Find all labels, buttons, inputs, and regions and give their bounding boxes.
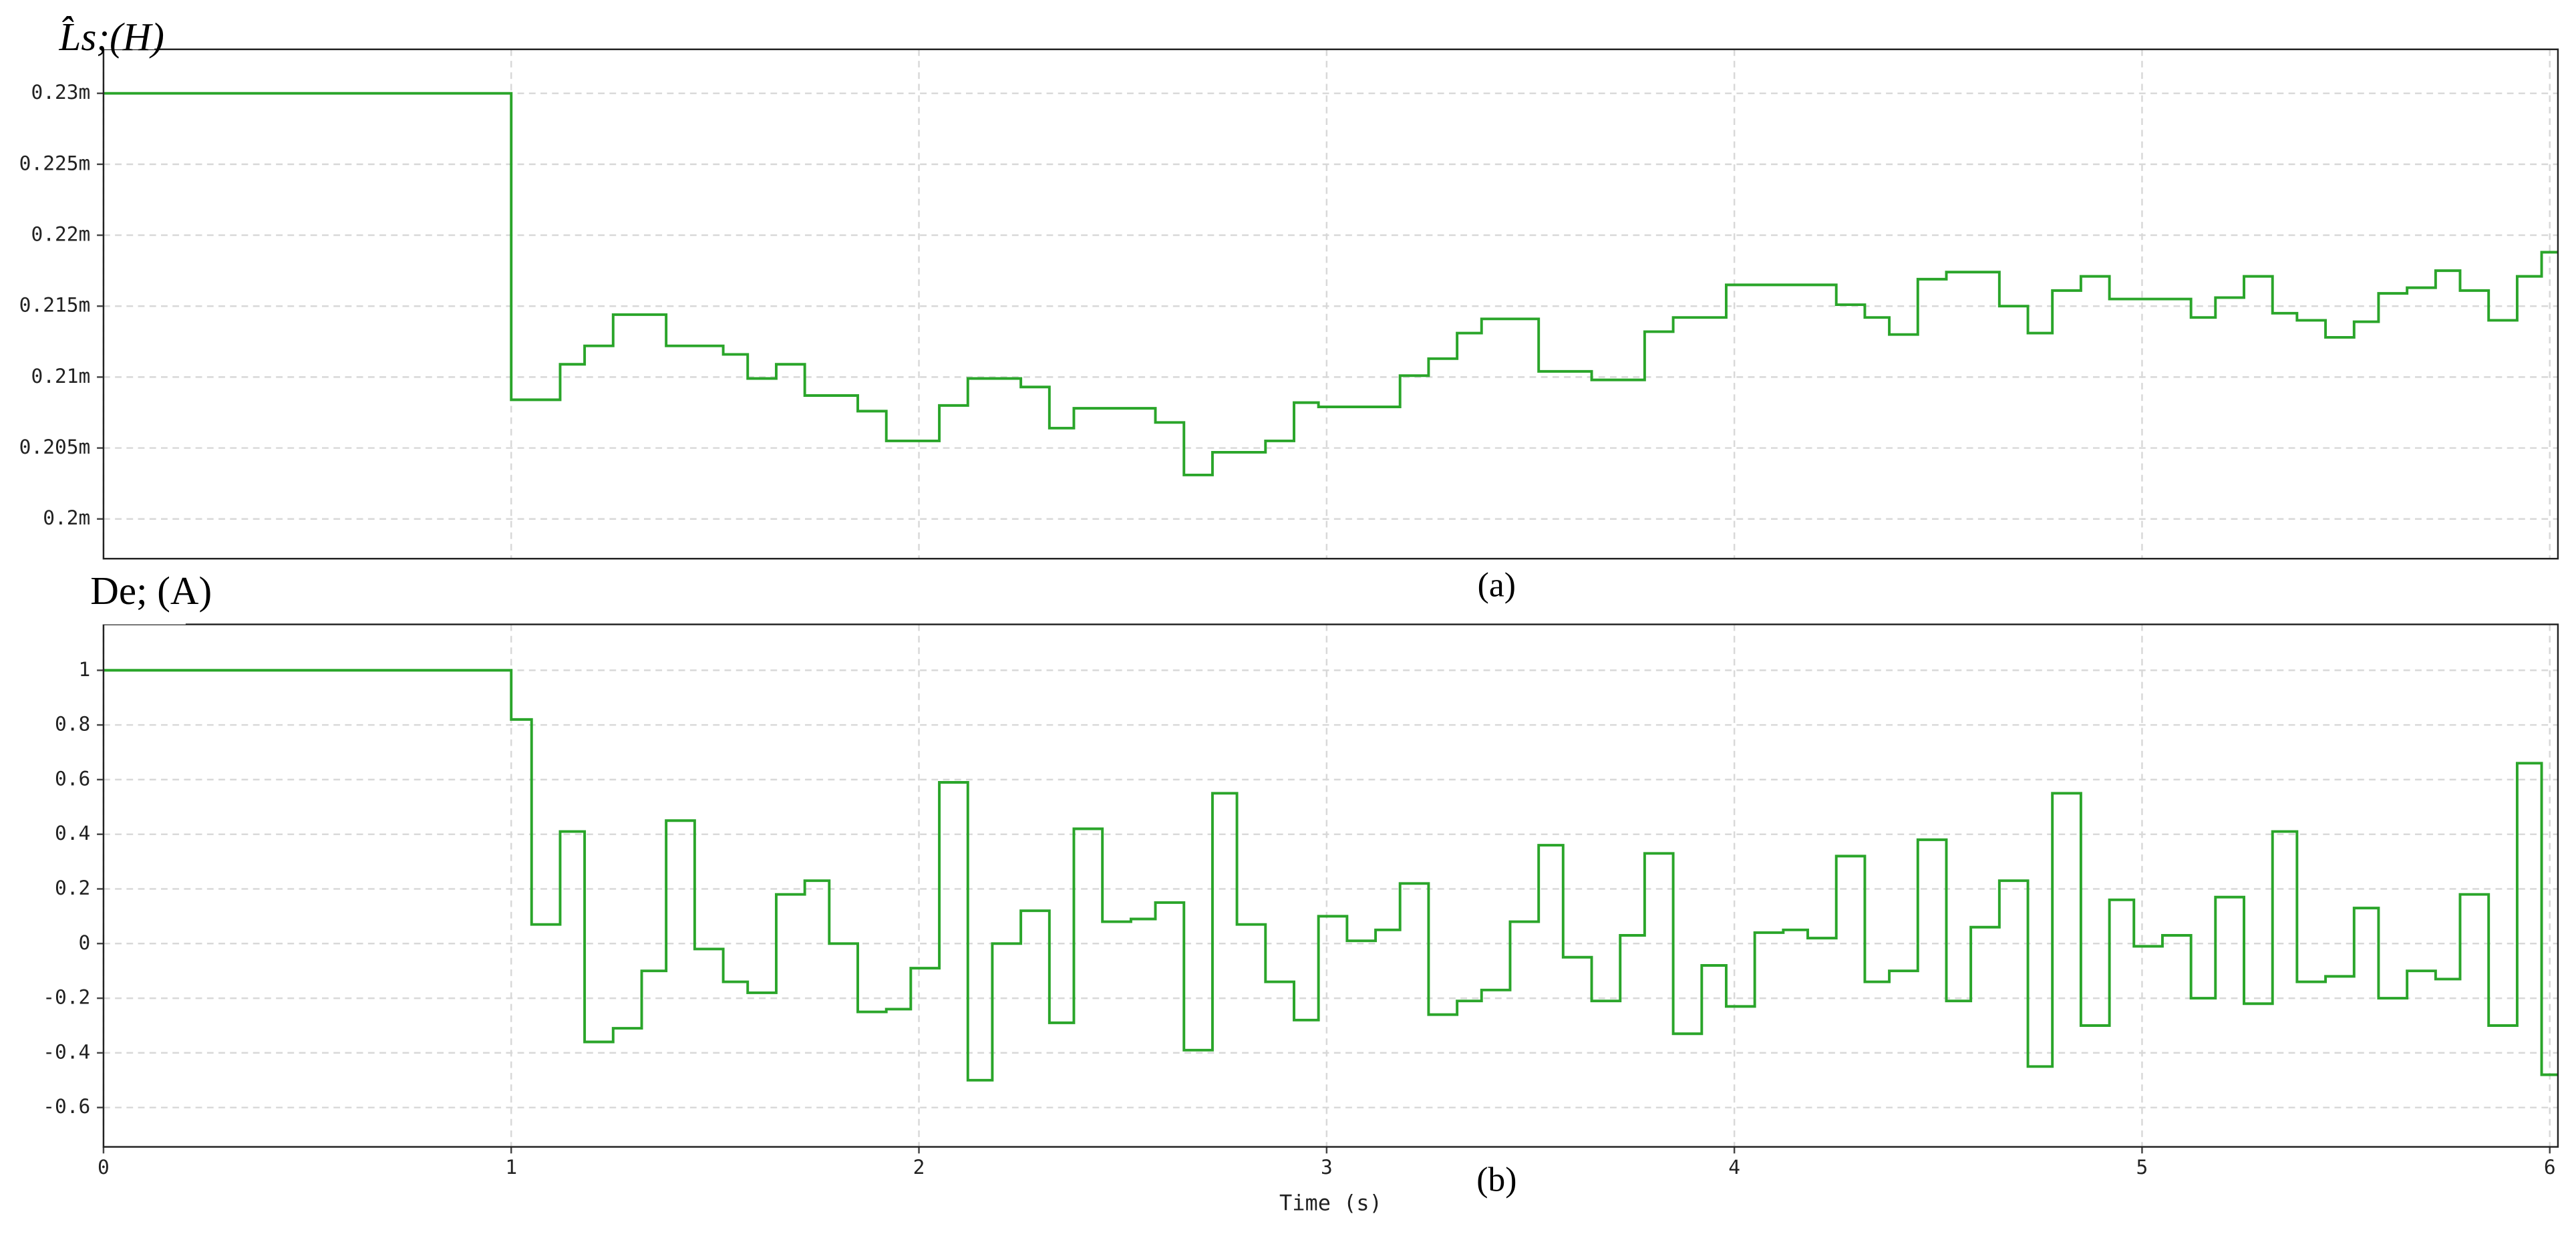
- y-tick-label: 0.215m: [19, 294, 91, 317]
- y-tick-label: 0.4: [55, 822, 90, 844]
- x-tick-label: 4: [1728, 1156, 1740, 1179]
- plot-frame: [102, 48, 2559, 560]
- y-tick-label: 0.205m: [19, 436, 91, 458]
- y-tick-label: 0.2m: [43, 506, 90, 529]
- y-tick-label: -0.6: [43, 1095, 90, 1118]
- y-tick-label: -0.4: [43, 1040, 90, 1063]
- data-line: [103, 92, 2558, 476]
- label-backing: [26, 6, 155, 49]
- y-tick-label: 0.21m: [31, 365, 90, 388]
- caption: (b): [1476, 1161, 1516, 1199]
- label-backing: [57, 581, 186, 625]
- y-axis-label: De; (A): [90, 569, 212, 613]
- x-axis-label: Time (s): [1279, 1191, 1382, 1216]
- x-tick-label: 6: [2544, 1156, 2556, 1179]
- caption: (a): [1478, 566, 1516, 604]
- y-tick-label: 0.23m: [31, 81, 90, 104]
- y-tick-label: 0: [78, 931, 90, 954]
- x-tick-label: 1: [505, 1156, 517, 1179]
- x-tick-label: 5: [2136, 1156, 2148, 1179]
- y-tick-label: 1: [78, 658, 90, 681]
- y-tick-label: 0.22m: [31, 223, 90, 246]
- data-line: [103, 669, 2558, 1082]
- y-axis-label: L̂s;(H): [59, 15, 164, 59]
- y-tick-label: 0.225m: [19, 152, 91, 174]
- plot-frame: [102, 623, 2559, 1148]
- y-tick-label: 0.2: [55, 877, 90, 899]
- x-tick-label: 0: [98, 1156, 110, 1179]
- x-tick-label: 2: [913, 1156, 925, 1179]
- y-tick-label: -0.2: [43, 986, 90, 1009]
- y-tick-label: 0.6: [55, 767, 90, 790]
- x-tick-label: 3: [1321, 1156, 1333, 1179]
- y-tick-label: 0.8: [55, 713, 90, 736]
